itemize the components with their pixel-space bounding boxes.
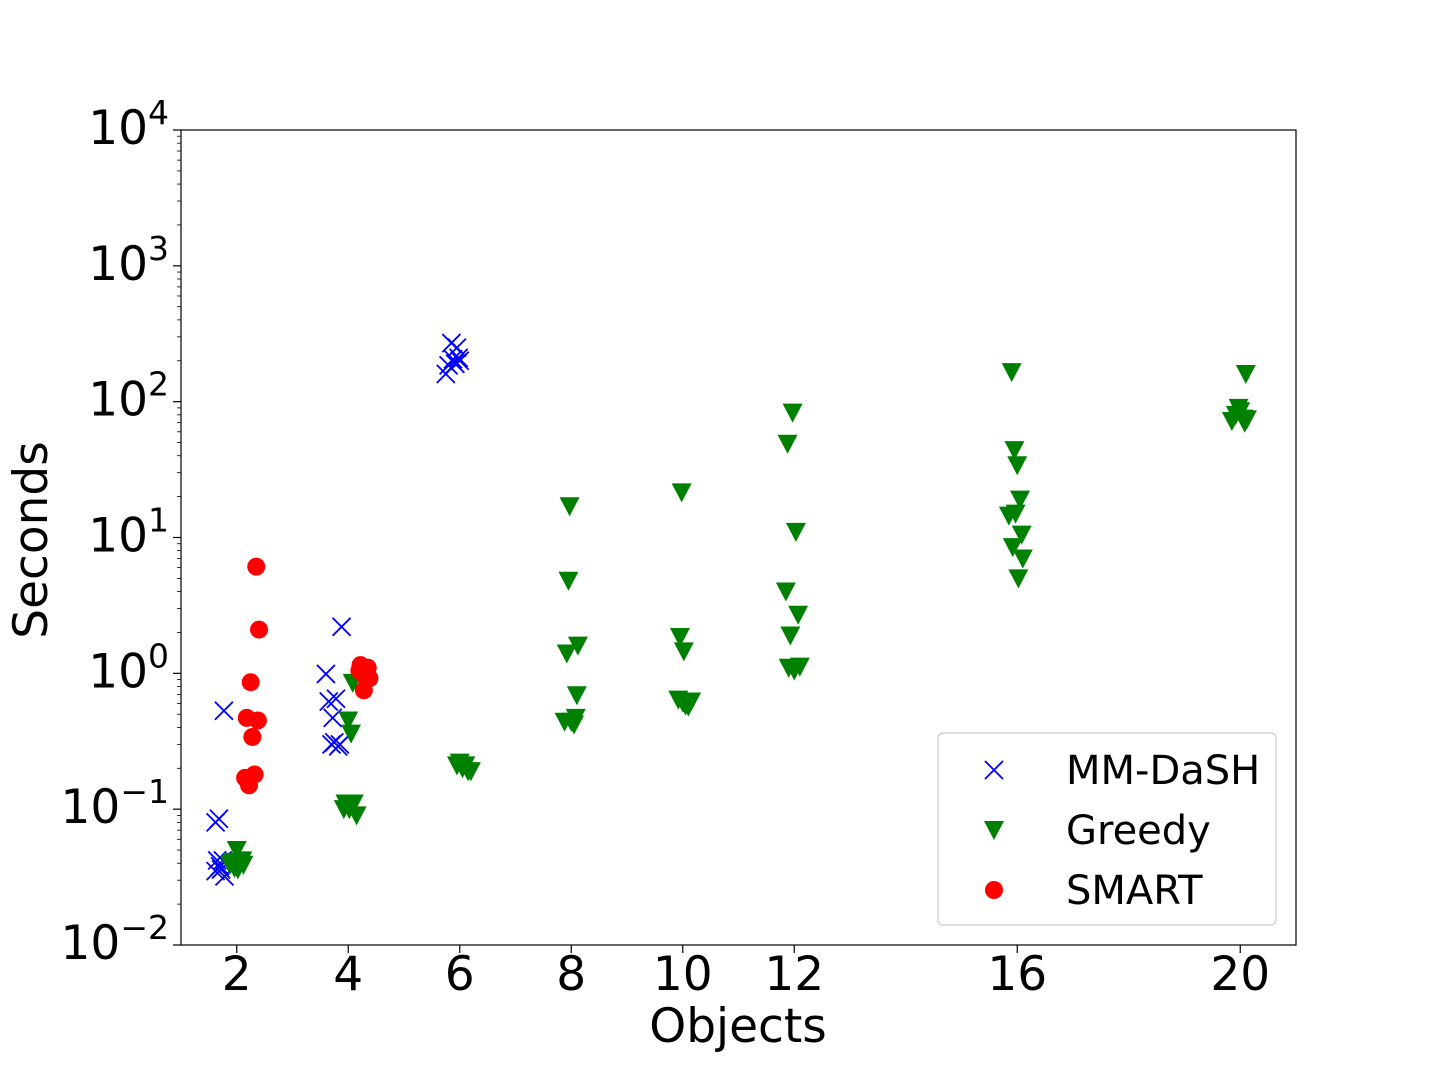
- data-point: [445, 354, 465, 374]
- legend-marker-x: [984, 760, 1004, 780]
- data-point: [1235, 364, 1256, 384]
- series-smart: [236, 557, 379, 795]
- data-point: [341, 724, 362, 744]
- data-point: [782, 403, 803, 423]
- x-axis-label: Objects: [649, 999, 827, 1054]
- x-tick-label: 16: [987, 947, 1047, 1002]
- legend: MM-DaSH Greedy SMART: [937, 732, 1277, 926]
- data-point: [780, 626, 801, 646]
- data-point: [788, 605, 809, 625]
- data-point: [460, 762, 481, 782]
- legend-marker-circle: [985, 881, 1003, 899]
- data-point: [1007, 456, 1028, 476]
- data-point: [247, 557, 266, 576]
- data-point: [559, 497, 580, 517]
- data-points: [205, 333, 1257, 887]
- series-greedy: [220, 363, 1257, 880]
- y-tick-label: 10−1: [61, 772, 169, 835]
- data-point: [1012, 549, 1033, 569]
- data-point: [1010, 490, 1031, 510]
- data-point: [438, 355, 459, 376]
- legend-label: SMART: [1066, 868, 1203, 914]
- data-point: [245, 765, 264, 784]
- data-point: [226, 841, 247, 861]
- data-point: [567, 636, 588, 656]
- data-point: [1236, 410, 1257, 430]
- y-tick-label: 102: [88, 365, 169, 428]
- data-point: [777, 434, 798, 454]
- data-point: [566, 686, 587, 706]
- x-tick-label: 4: [333, 947, 363, 1002]
- data-point: [785, 522, 806, 542]
- data-point: [316, 664, 336, 684]
- x-tick-label: 20: [1210, 947, 1270, 1002]
- y-axis-label: Seconds: [4, 441, 59, 638]
- data-point: [319, 691, 339, 712]
- data-point: [450, 351, 470, 371]
- data-point: [338, 711, 359, 731]
- plot-frame: [180, 129, 1297, 946]
- y-tick-label: 103: [88, 229, 169, 292]
- data-point: [775, 582, 796, 602]
- y-tick-label: 101: [88, 501, 169, 564]
- data-point: [1004, 441, 1025, 461]
- y-tick-label: 100: [88, 636, 169, 699]
- x-tick-label: 6: [445, 947, 475, 1002]
- legend-frame: [937, 732, 1277, 926]
- data-point: [331, 617, 352, 637]
- data-point: [556, 644, 577, 664]
- data-point: [681, 692, 702, 712]
- x-axis-ticks: 2 4 6 8 10 12 16 20: [222, 945, 1270, 1002]
- data-point: [671, 483, 692, 503]
- data-point: [1011, 525, 1032, 545]
- data-point: [241, 673, 260, 692]
- data-point: [558, 571, 579, 591]
- legend-label: Greedy: [1066, 808, 1211, 854]
- data-point: [1002, 538, 1023, 558]
- data-point: [1001, 363, 1022, 383]
- data-point: [1008, 569, 1029, 589]
- data-point: [565, 708, 586, 728]
- data-point: [346, 806, 367, 826]
- data-point: [233, 855, 254, 875]
- y-tick-label: 104: [88, 93, 169, 156]
- data-point: [789, 657, 810, 677]
- data-point: [330, 734, 350, 754]
- data-point: [669, 628, 690, 648]
- data-point: [326, 689, 346, 709]
- data-point: [448, 348, 469, 368]
- data-point: [360, 669, 379, 688]
- x-tick-label: 12: [764, 947, 824, 1002]
- x-tick-label: 8: [556, 947, 586, 1002]
- data-point: [343, 794, 364, 814]
- x-tick-label: 10: [653, 947, 713, 1002]
- legend-marker-triangle-down: [984, 821, 1004, 840]
- data-point: [248, 711, 267, 730]
- data-point: [250, 620, 269, 639]
- data-point: [243, 727, 262, 746]
- data-point: [209, 809, 229, 829]
- y-axis-ticks: 10−2 10−1 100 101 102 103 104: [61, 93, 181, 971]
- data-point: [1005, 504, 1026, 524]
- data-point: [673, 642, 694, 662]
- y-tick-label: 10−2: [61, 908, 169, 971]
- data-point: [443, 349, 463, 369]
- data-point: [214, 701, 234, 721]
- legend-label: MM-DaSH: [1066, 748, 1260, 794]
- x-tick-label: 2: [222, 947, 252, 1002]
